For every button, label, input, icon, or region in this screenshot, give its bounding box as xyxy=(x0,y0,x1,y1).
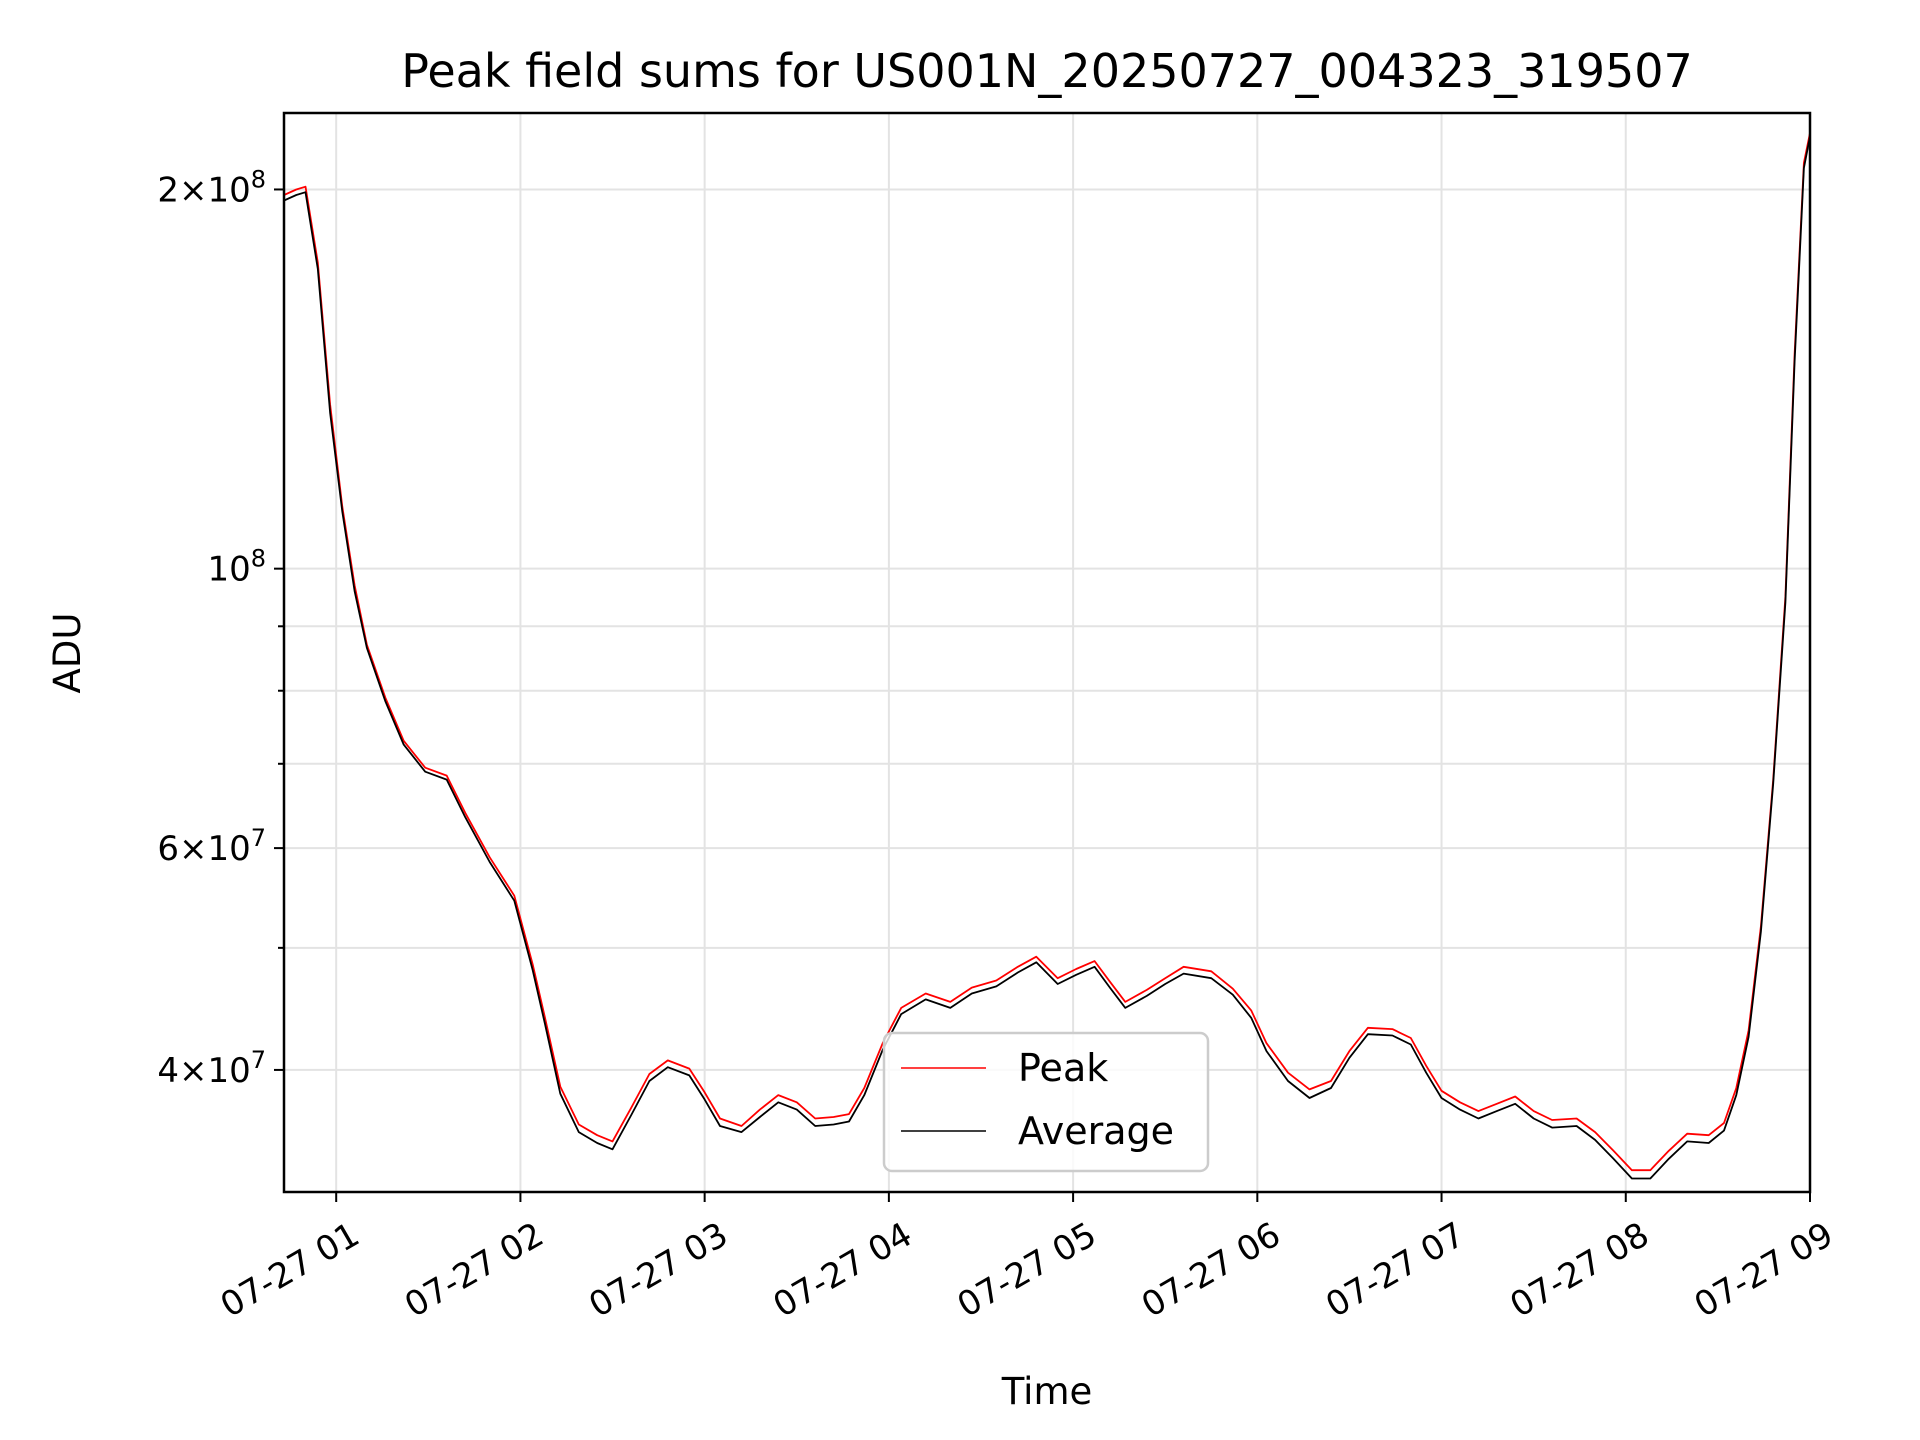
y-axis-ticks: 2×108 108 6×107 4×107 xyxy=(157,165,284,1091)
chart-title: Peak field sums for US001N_20250727_0043… xyxy=(401,44,1693,98)
plot-frame xyxy=(282,111,1812,1194)
legend: Peak Average xyxy=(882,1031,1210,1173)
series-line-peak xyxy=(284,128,1810,1172)
series-line-average xyxy=(284,131,1810,1180)
y-tick-label: 4×107 xyxy=(157,1046,266,1091)
y-tick-label: 2×108 xyxy=(157,165,266,210)
y-tick-label: 108 xyxy=(207,545,266,590)
legend-label-peak: Peak xyxy=(1018,1046,1108,1090)
legend-label-average: Average xyxy=(1018,1109,1174,1153)
y-axis-label: ADU xyxy=(46,613,89,694)
series-lines xyxy=(284,128,1810,1180)
y-tick-label: 6×107 xyxy=(157,824,266,869)
x-axis-label: Time xyxy=(1001,1370,1093,1413)
